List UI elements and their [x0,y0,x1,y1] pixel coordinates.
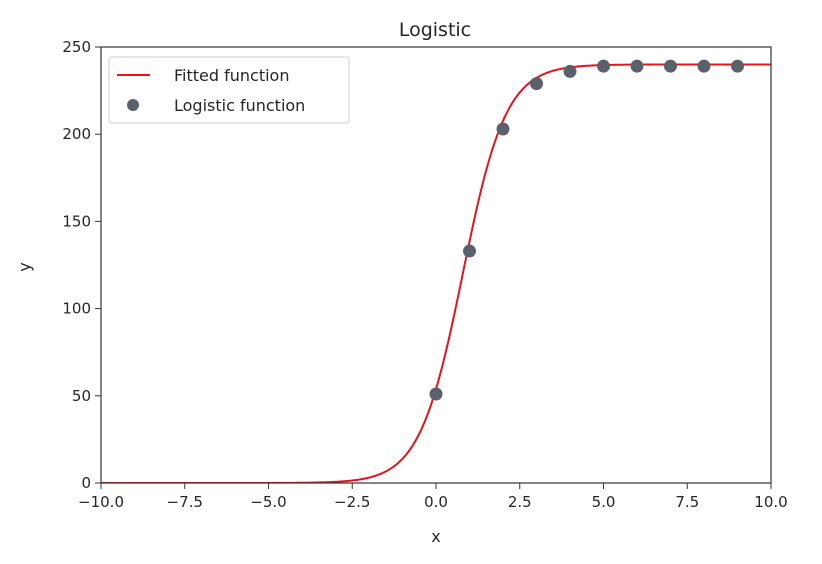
fitted-function-line [101,63,771,483]
chart-title: Logistic [399,19,471,41]
x-axis-label: x [431,527,440,546]
scatter-point [463,244,476,258]
scatter-point [530,77,543,91]
legend-box [108,56,350,124]
scatter-point [597,59,610,73]
y-axis-label: y [15,262,34,271]
scatter-point [697,59,711,73]
x-tick-label: −5.0 [250,493,286,511]
scatter-point [563,64,577,78]
y-tick-label: 200 [62,125,91,143]
scatter-point [429,387,443,401]
x-tick-label: 5.0 [592,493,616,511]
y-tick-label: 0 [81,474,91,492]
y-tick-label: 250 [62,38,91,56]
scatter-point [496,122,510,136]
y-tick-label: 50 [72,387,91,405]
scatter-point [630,59,644,73]
x-tick-label: 7.5 [675,493,699,511]
scatter-point [731,59,744,73]
x-tick-label: −10.0 [78,493,124,511]
legend-label-fitted: Fitted function [174,66,289,85]
x-tick-label: −2.5 [334,493,370,511]
y-tick-label: 150 [62,212,91,230]
scatter-point [664,59,677,73]
x-tick-label: 2.5 [508,493,532,511]
plot-frame [100,46,772,484]
legend-label-logistic: Logistic function [174,96,305,115]
x-tick-label: 0.0 [424,493,448,511]
y-tick-label: 100 [62,300,91,318]
legend: Fitted function Logistic function [108,56,350,124]
x-tick-label: −7.5 [167,493,203,511]
legend-dot-swatch [127,99,139,111]
x-tick-label: 10.0 [754,493,787,511]
